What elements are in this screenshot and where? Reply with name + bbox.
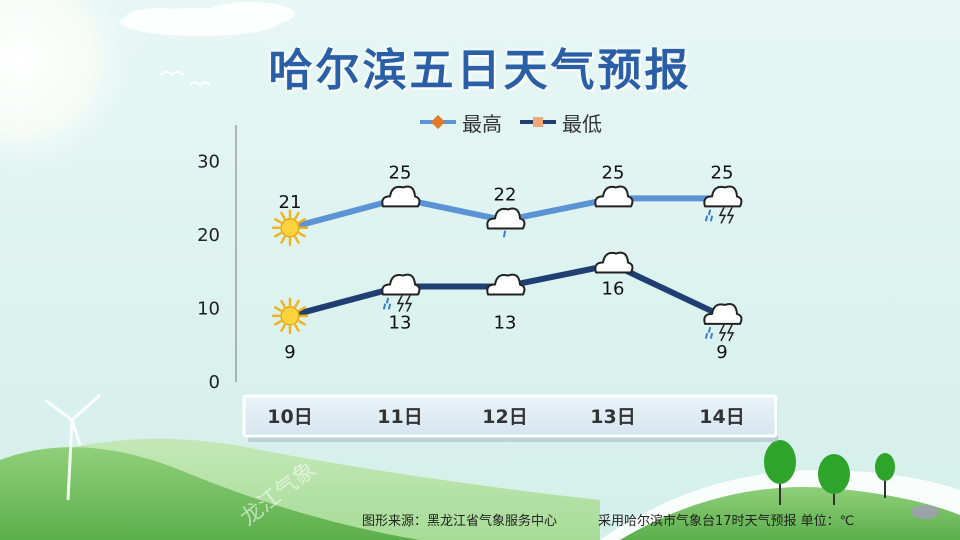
x-axis-categories: 10日 11日 12日 13日 14日 xyxy=(267,406,744,428)
legend-item-high: 最高 xyxy=(420,108,502,137)
data-label: 25 xyxy=(711,162,734,183)
data-label: 9 xyxy=(284,342,295,363)
tree-icon xyxy=(764,440,939,519)
bird-icon xyxy=(159,71,211,87)
data-label: 13 xyxy=(494,313,517,334)
data-label: 9 xyxy=(716,342,727,363)
legend-item-low: 最低 xyxy=(520,108,602,137)
sun-icon xyxy=(271,297,309,335)
x-tick-label: 14日 xyxy=(699,406,744,428)
legend-low-marker xyxy=(520,117,556,127)
hill-left-decoration xyxy=(0,447,420,540)
footer: 图形来源：黑龙江省气象服务中心 采用哈尔滨市气象台17时天气预报 单位：℃ xyxy=(0,510,960,532)
legend: 最高 最低 xyxy=(420,108,620,136)
footer-note: 采用哈尔滨市气象台17时天气预报 单位：℃ xyxy=(598,514,855,529)
y-tick-label: 20 xyxy=(197,225,220,246)
data-label: 25 xyxy=(389,162,412,183)
legend-label-high: 最高 xyxy=(462,111,502,136)
thunderstorm-icon xyxy=(381,273,421,312)
x-tick-label: 12日 xyxy=(482,406,527,428)
legend-label-low: 最低 xyxy=(562,111,602,136)
page-title: 哈尔滨五日天气预报 xyxy=(268,45,692,96)
sun-glow-decoration xyxy=(0,0,140,180)
cloud-icon xyxy=(486,273,526,296)
windmill-icon xyxy=(44,393,101,501)
cloud-icon xyxy=(594,251,634,274)
thunderstorm-icon xyxy=(703,302,743,342)
cloud-icon xyxy=(381,185,421,208)
cloud-drizzle-icon xyxy=(486,207,526,238)
data-label: 21 xyxy=(279,192,302,213)
cloud-icon xyxy=(594,185,634,208)
data-label: 16 xyxy=(602,279,625,300)
y-axis-ticks: 0 10 20 30 xyxy=(197,152,220,393)
cloud-decoration xyxy=(120,2,295,36)
category-bar xyxy=(242,394,778,438)
x-tick-label: 11日 xyxy=(377,406,422,428)
y-tick-label: 30 xyxy=(197,152,220,173)
data-label: 22 xyxy=(494,184,517,205)
thunderstorm-icon xyxy=(703,185,743,224)
sun-icon xyxy=(271,209,309,247)
legend-high-marker xyxy=(420,115,456,129)
y-tick-label: 0 xyxy=(209,372,220,393)
data-label: 25 xyxy=(602,162,625,183)
y-tick-label: 10 xyxy=(197,299,220,320)
footer-source: 图形来源：黑龙江省气象服务中心 xyxy=(362,514,558,529)
hill-right-green-decoration xyxy=(620,487,960,540)
x-tick-label: 10日 xyxy=(267,406,312,428)
x-tick-label: 13日 xyxy=(590,406,635,428)
series-group: 21 25 22 25 25 9 13 13 16 9 xyxy=(271,162,743,363)
data-label: 13 xyxy=(389,313,412,334)
